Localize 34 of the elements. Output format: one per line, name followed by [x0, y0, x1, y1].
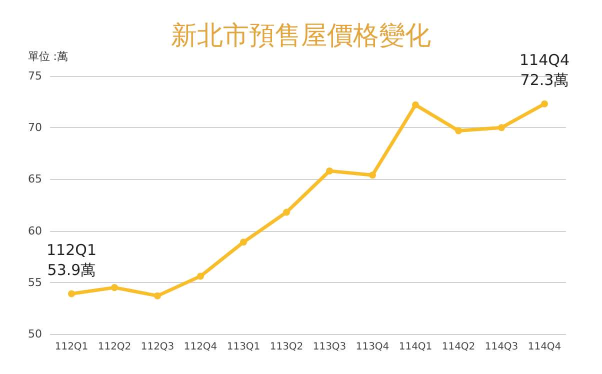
x-tick-label: 114Q1: [398, 342, 432, 352]
x-tick-label: 114Q2: [442, 342, 476, 352]
x-tick-label: 114Q4: [528, 342, 562, 352]
chart-title: 新北市預售屋價格變化: [171, 21, 431, 51]
x-tick-label: 114Q3: [484, 342, 518, 352]
point: [498, 124, 505, 132]
x-tick-label: 113Q2: [270, 342, 304, 352]
x-tick-label: 112Q4: [184, 342, 218, 352]
point: [240, 238, 247, 246]
x-tick-label: 112Q3: [140, 342, 174, 352]
x-tick-label: 113Q1: [226, 342, 260, 352]
point: [283, 208, 290, 216]
point: [68, 290, 75, 298]
point: [326, 167, 333, 174]
point: [154, 292, 161, 300]
y-tick-label: 65: [28, 172, 42, 186]
point: [455, 127, 462, 134]
y-tick-label: 70: [28, 121, 42, 134]
x-tick-label: 112Q1: [54, 342, 88, 352]
annotation: 112Q1 53.9萬: [46, 240, 96, 279]
annotation: 114Q4 72.3萬: [520, 50, 570, 89]
point: [541, 100, 548, 108]
y-tick-label: 50: [28, 328, 42, 340]
y-axis-title: 單位 :萬: [28, 50, 68, 63]
x-tick-label: 113Q3: [312, 342, 346, 352]
y-tick-label: 75: [28, 70, 42, 82]
point: [111, 284, 118, 292]
x-tick-label: 112Q2: [98, 342, 132, 352]
point: [412, 101, 419, 108]
x-tick-label: 113Q4: [356, 342, 390, 352]
point: [369, 172, 376, 179]
y-tick-label: 60: [28, 224, 42, 238]
point: [197, 272, 204, 280]
y-tick-label: 55: [28, 276, 42, 289]
